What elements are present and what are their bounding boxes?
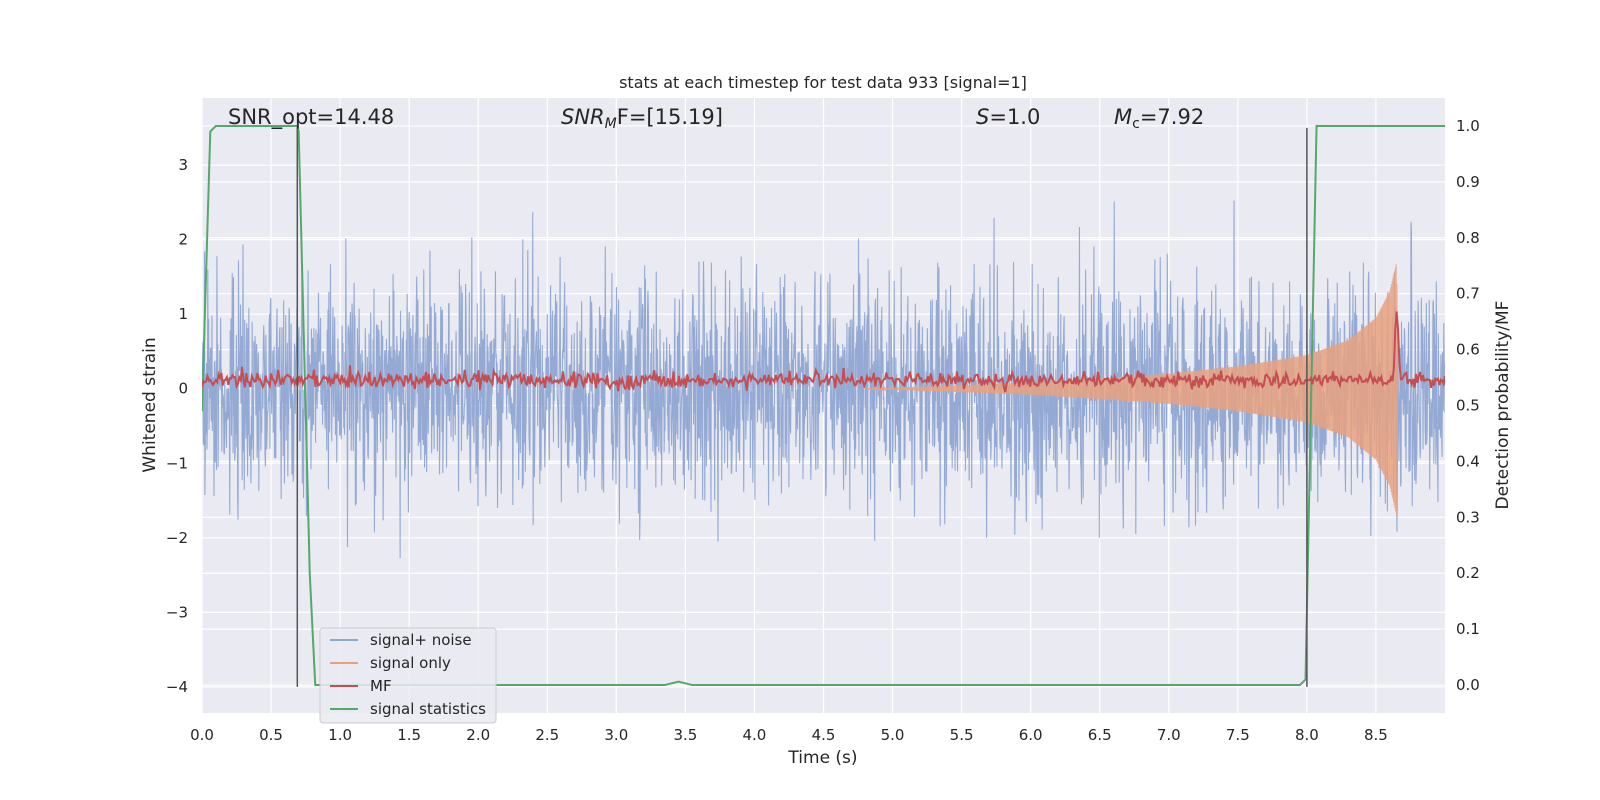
y-right-tick-label: 0.8 [1456,229,1480,247]
y-left-tick-label: 2 [178,231,188,249]
x-tick-label: 8.0 [1295,726,1319,744]
snr-mf-suffix: F=[15.19] [617,105,723,129]
x-tick-label: 0.5 [259,726,283,744]
s-annotation: S=1.0 [976,105,1040,129]
y-left-tick-label: 0 [178,380,188,398]
mc-sub: c [1132,116,1140,132]
x-axis-label: Time (s) [787,748,857,768]
y-right-tick-label: 0.7 [1456,285,1480,303]
legend-box [319,627,497,724]
series-layer [202,124,1445,687]
y-right-tick-label: 0.2 [1456,564,1480,582]
x-tick-label: 1.0 [328,726,352,744]
signal-statistics-line [202,124,1445,687]
x-tick-label: 5.0 [881,726,905,744]
y-right-tick-label: 0.6 [1456,341,1480,359]
x-tick-label: 0.0 [190,726,214,744]
plot-area [202,124,1445,687]
legend-label-signal-statistics: signal statistics [370,700,486,718]
chart-title: stats at each timestep for test data 933… [619,73,1027,92]
x-tick-label: 3.5 [673,726,697,744]
y-left-tick-label: −2 [166,529,188,547]
y-left-axis-label: Whitened strain [140,337,160,472]
x-tick-label: 3.0 [604,726,628,744]
x-tick-labels: 0.0 0.5 1.0 1.5 2.0 2.5 3.0 3.5 4.0 4.5 5.0 5.5 6.0 6… [190,726,1388,744]
legend-label-signal-noise: signal+ noise [370,631,472,649]
y-right-tick-label: 0.5 [1456,397,1480,415]
mc-annotation: Mc=7.92 [1114,105,1204,132]
x-tick-label: 2.0 [466,726,490,744]
y-left-tick-label: 3 [178,156,188,174]
mf-line [202,311,1445,393]
x-tick-label: 4.5 [812,726,836,744]
x-tick-label: 4.0 [743,726,767,744]
legend-label-mf: MF [370,677,392,695]
x-tick-label: 6.0 [1019,726,1043,744]
snr-mf-annotation: SNRMF=[15.19] [561,105,723,132]
y-left-tick-label: −4 [166,678,188,696]
y-left-tick-label: −3 [166,603,188,621]
legend-label-signal-only: signal only [370,654,451,672]
mc-prefix: M [1114,105,1132,129]
x-tick-label: 8.5 [1364,726,1388,744]
signal-only-line [864,264,1399,515]
x-tick-label: 7.5 [1226,726,1250,744]
legend: signal+ noise signal only MF signal stat… [319,627,497,724]
snr-mf-prefix: SNR [561,105,605,129]
s-prefix: S [976,105,989,129]
x-tick-label: 1.5 [397,726,421,744]
y-right-axis-label: Detection probability/MF [1493,301,1513,510]
mc-suffix: =7.92 [1140,105,1204,129]
y-left-tick-label: −1 [166,454,188,472]
y-left-tick-labels: 3 2 1 0 −1 −2 −3 −4 [166,156,188,696]
y-right-tick-label: 0.1 [1456,620,1480,638]
y-right-tick-labels: 1.0 0.9 0.8 0.7 0.6 0.5 0.4 0.3 0.2 0.1 0.0 [1456,117,1480,694]
s-suffix: =1.0 [989,105,1040,129]
x-tick-label: 5.5 [950,726,974,744]
y-right-tick-label: 0.0 [1456,676,1480,694]
y-right-tick-label: 0.3 [1456,508,1480,526]
y-left-tick-label: 1 [178,305,188,323]
y-right-tick-label: 1.0 [1456,117,1480,135]
snr-mf-sub: M [605,116,617,132]
snr-opt-annotation: SNR_opt=14.48 [228,105,394,130]
x-tick-label: 7.0 [1157,726,1181,744]
x-tick-label: 6.5 [1088,726,1112,744]
y-right-tick-label: 0.9 [1456,173,1480,191]
y-right-tick-label: 0.4 [1456,452,1480,470]
x-tick-label: 2.5 [535,726,559,744]
